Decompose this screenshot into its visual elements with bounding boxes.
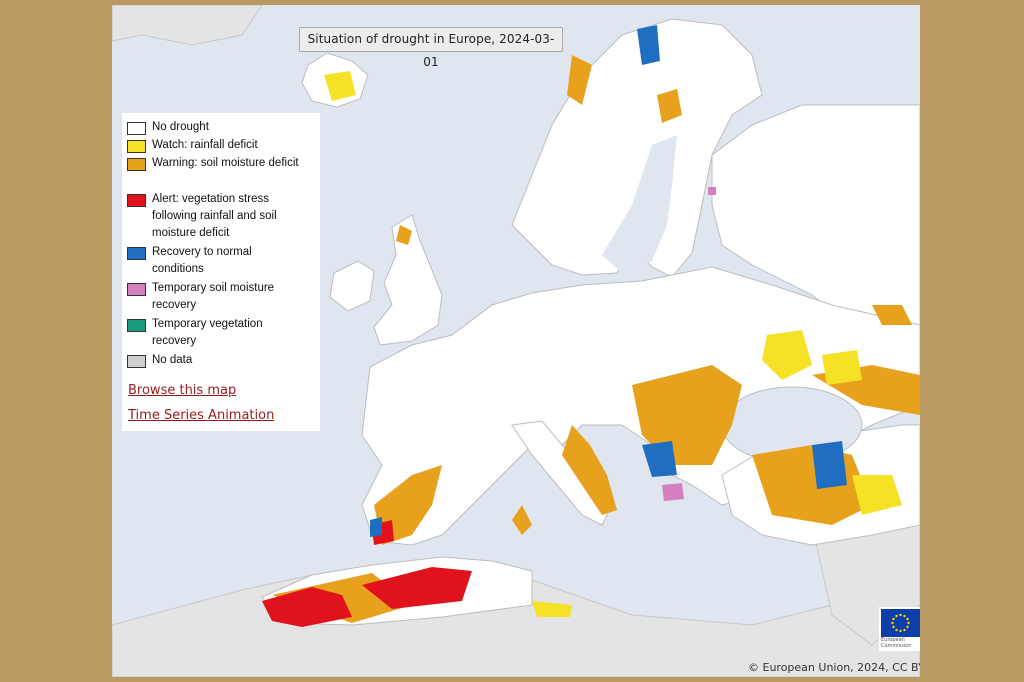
alert-areas xyxy=(262,520,472,627)
legend-label: Alert: vegetation stress following rainf… xyxy=(152,193,277,239)
browse-map-link[interactable]: Browse this map xyxy=(128,383,237,398)
legend-item-temp-veg: Temporary vegetation recovery xyxy=(127,316,302,350)
legend-swatch xyxy=(127,140,146,153)
watch-areas xyxy=(324,71,902,617)
ec-logo: European Commission xyxy=(879,607,920,651)
legend-item-alert: Alert: vegetation stress following rainf… xyxy=(127,191,302,242)
ec-logo-text: European Commission xyxy=(881,637,912,649)
legend-swatch xyxy=(127,247,146,260)
legend-item-no-data: No data xyxy=(127,352,312,369)
map-frame[interactable]: Situation of drought in Europe, 2024-03-… xyxy=(112,5,920,677)
legend-item-watch: Watch: rainfall deficit xyxy=(127,137,312,154)
legend-swatch xyxy=(127,194,146,207)
legend: No drought Watch: rainfall deficit Warni… xyxy=(122,113,320,431)
legend-item-warning: Warning: soil moisture deficit xyxy=(127,155,302,172)
legend-item-temp-soil: Temporary soil moisture recovery xyxy=(127,280,302,314)
eu-flag-icon xyxy=(881,609,920,637)
legend-swatch xyxy=(127,283,146,296)
outside-land-north xyxy=(112,5,263,46)
great-britain xyxy=(373,214,443,346)
copyright-credit: © European Union, 2024, CC BY xyxy=(748,661,920,674)
legend-swatch xyxy=(127,158,146,171)
recovery-areas xyxy=(370,25,847,537)
legend-item-recovery: Recovery to normal conditions xyxy=(127,244,292,278)
time-series-link[interactable]: Time Series Animation xyxy=(128,408,275,423)
legend-label: Warning: soil moisture deficit xyxy=(152,157,299,169)
ireland xyxy=(329,260,375,312)
map-title: Situation of drought in Europe, 2024-03-… xyxy=(299,27,563,69)
italy xyxy=(511,420,613,526)
legend-label: No drought xyxy=(152,121,209,133)
legend-swatch xyxy=(127,319,146,332)
legend-label: Watch: rainfall deficit xyxy=(152,139,258,151)
legend-swatch xyxy=(127,122,146,135)
baltic-sea xyxy=(602,135,677,273)
drought-map[interactable] xyxy=(112,5,920,677)
legend-swatch xyxy=(127,355,146,368)
legend-label: No data xyxy=(152,354,193,366)
legend-item-no-drought: No drought xyxy=(127,119,312,136)
legend-label: Recovery to normal conditions xyxy=(152,246,252,275)
legend-label: Temporary vegetation recovery xyxy=(152,318,263,347)
legend-label: Temporary soil moisture recovery xyxy=(152,282,275,311)
temp-soil-areas xyxy=(662,187,716,501)
